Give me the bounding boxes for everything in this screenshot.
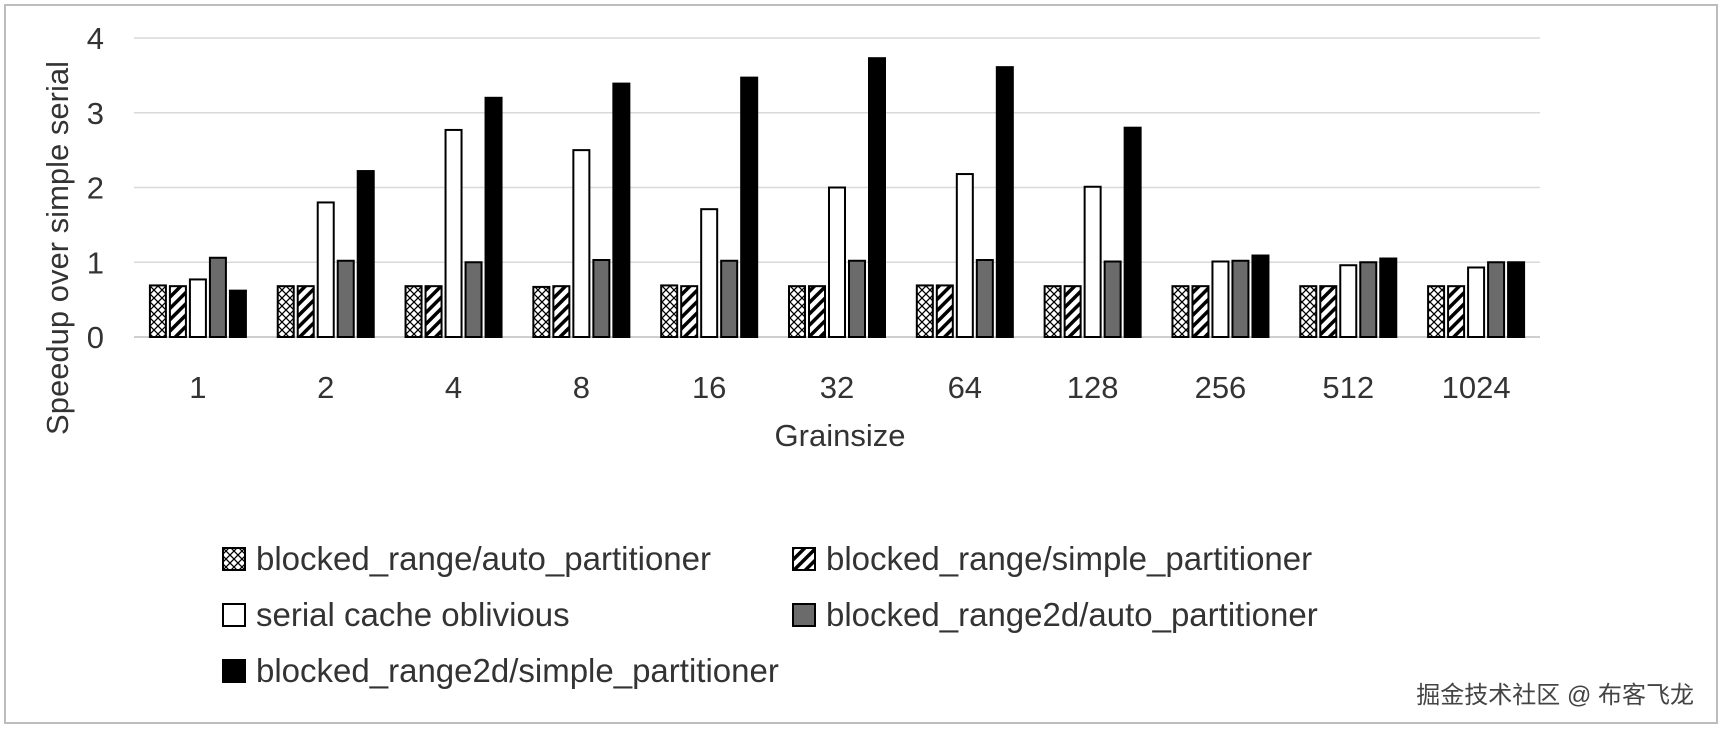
x-tick-label: 128: [1067, 370, 1119, 405]
bar-crosshatch: [148, 284, 167, 338]
bar-white: [572, 149, 591, 338]
bar-black: [740, 76, 759, 339]
x-tick-labels: 1 2 4 8 16 32 64 128 256 512 1024: [189, 370, 1510, 405]
bar-black: [1507, 261, 1526, 338]
black-swatch-icon: [222, 659, 246, 683]
bar-crosshatch: [532, 285, 551, 339]
bar-black: [868, 57, 886, 339]
bar-white: [1083, 185, 1102, 338]
y-tick-label: 4: [87, 21, 104, 56]
bar-black: [1251, 254, 1270, 339]
bar-white: [444, 128, 463, 338]
x-tick-label: 2: [317, 370, 334, 405]
bar-crosshatch: [1299, 285, 1318, 339]
legend-label: blocked_range/auto_partitioner: [256, 540, 711, 577]
white-swatch-icon: [222, 603, 246, 627]
bar-crosshatch: [1427, 285, 1446, 339]
bar-black: [228, 289, 247, 338]
y-axis-label: Speedup over simple serial: [40, 61, 75, 435]
legend-item-serial-cache-oblivious: serial cache oblivious: [222, 596, 570, 634]
legend-item-blocked-range-auto: blocked_range/auto_partitioner: [222, 540, 711, 578]
x-tick-label: 16: [692, 370, 726, 405]
bar-diagonal: [168, 285, 187, 339]
bar-diagonal: [424, 285, 443, 339]
bar-white: [188, 278, 207, 339]
bar-gray: [464, 261, 483, 338]
bar-white: [955, 173, 974, 338]
bar-gray: [336, 259, 355, 339]
legend-item-blocked-range2d-simple: blocked_range2d/simple_partitioner: [222, 652, 779, 690]
bar-diagonal: [1319, 285, 1338, 339]
x-tick-label: 8: [573, 370, 590, 405]
x-axis-label: Grainsize: [775, 418, 906, 453]
gray-swatch-icon: [792, 603, 816, 627]
x-tick-label: 256: [1195, 370, 1247, 405]
bar-diagonal: [1447, 285, 1466, 339]
legend-label: blocked_range2d/auto_partitioner: [826, 596, 1318, 633]
bar-gray: [1359, 261, 1378, 338]
y-tick-labels: 0 1 2 3 4: [87, 21, 104, 355]
bar-black: [484, 96, 503, 338]
bar-gray: [720, 259, 739, 339]
bar-black: [356, 170, 375, 338]
bar-crosshatch: [404, 285, 423, 339]
bar-crosshatch: [788, 285, 806, 339]
bar-diagonal: [1063, 285, 1082, 339]
bar-white: [1211, 260, 1230, 338]
bar-white: [316, 201, 335, 338]
bar-crosshatch: [915, 284, 934, 338]
bar-gray: [1103, 260, 1122, 338]
diagonal-swatch-icon: [792, 547, 816, 571]
bar-diagonal: [1191, 285, 1210, 339]
x-tick-label: 64: [948, 370, 982, 405]
legend-item-blocked-range2d-auto: blocked_range2d/auto_partitioner: [792, 596, 1318, 634]
bar-black: [995, 66, 1014, 339]
bar-crosshatch: [660, 284, 679, 338]
bar-diagonal: [552, 285, 571, 339]
bar-diagonal: [680, 285, 699, 339]
x-tick-label: 1024: [1442, 370, 1511, 405]
bar-black: [612, 82, 631, 338]
bar-gray: [1231, 259, 1250, 339]
x-tick-label: 32: [820, 370, 854, 405]
bar-crosshatch: [1043, 285, 1062, 339]
x-tick-label: 1: [189, 370, 206, 405]
bar-diagonal: [296, 285, 315, 339]
legend-label: serial cache oblivious: [256, 596, 570, 633]
bar-diagonal: [808, 285, 826, 339]
bar-gray: [592, 259, 611, 339]
y-tick-label: 0: [87, 320, 104, 355]
legend-item-blocked-range-simple: blocked_range/simple_partitioner: [792, 540, 1312, 578]
legend-label: blocked_range2d/simple_partitioner: [256, 652, 779, 689]
x-tick-label: 4: [445, 370, 462, 405]
bar-gray: [975, 259, 994, 339]
watermark: 掘金技术社区 @ 布客飞龙: [1416, 682, 1694, 709]
crosshatch-swatch-icon: [222, 547, 246, 571]
bar-black: [1123, 126, 1142, 338]
bar-gray: [1487, 261, 1506, 338]
bar-black: [1379, 257, 1398, 338]
bar-white: [1339, 264, 1358, 338]
y-tick-label: 3: [87, 96, 104, 131]
bar-gray: [848, 259, 866, 339]
bar-crosshatch: [276, 285, 295, 339]
x-tick-label: 512: [1322, 370, 1374, 405]
bar-white: [700, 208, 719, 339]
bar-white: [1467, 266, 1486, 339]
bar-white: [828, 186, 846, 338]
bars: [148, 57, 1526, 339]
y-tick-label: 1: [87, 245, 104, 280]
y-tick-label: 2: [87, 171, 104, 206]
legend-label: blocked_range/simple_partitioner: [826, 540, 1313, 577]
bar-gray: [208, 256, 227, 338]
bar-crosshatch: [1171, 285, 1190, 339]
bar-diagonal: [935, 284, 954, 338]
